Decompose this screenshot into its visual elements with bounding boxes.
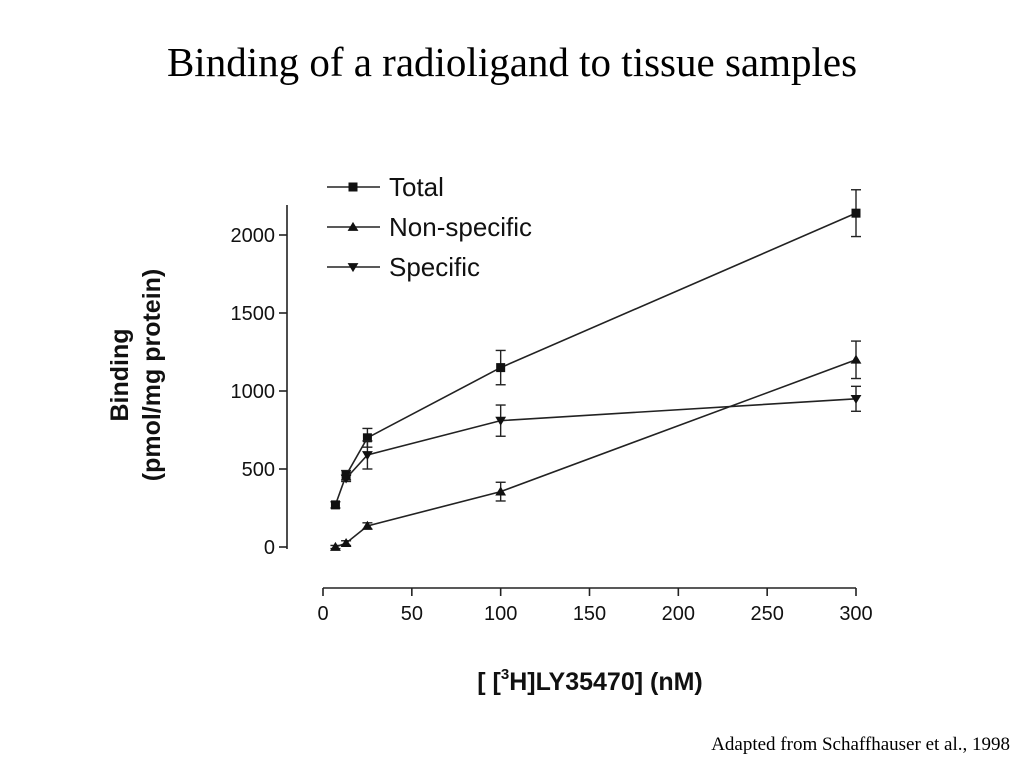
- y-axis-label-line-2: (pmol/mg protein): [138, 269, 166, 481]
- slide-title: Binding of a radioligand to tissue sampl…: [166, 39, 858, 85]
- legend: Total Non-specific Specific: [327, 172, 532, 282]
- data-point: [850, 354, 862, 364]
- legend-marker: [347, 221, 359, 231]
- series-line: [335, 359, 857, 548]
- data-point: [340, 537, 352, 547]
- data-point: [362, 520, 373, 530]
- x-tick-label: 0: [317, 603, 328, 625]
- x-axis-label-superscript: 3: [501, 666, 509, 683]
- x-tick-label: 150: [573, 603, 606, 625]
- x-axis: 0 50 100 150 200 250 300: [317, 587, 873, 625]
- y-tick-label: 2000: [231, 225, 276, 247]
- data-point: [362, 451, 373, 461]
- series-specific: [340, 385, 862, 484]
- x-tick-label: 100: [484, 603, 517, 625]
- y-tick-label: 1500: [231, 303, 276, 325]
- series-layer: [330, 189, 862, 551]
- data-point: [496, 363, 506, 373]
- data-point: [495, 486, 507, 496]
- data-point: [362, 433, 372, 443]
- source-credit: Adapted from Schaffhauser et al., 1998: [711, 734, 1010, 755]
- data-point: [330, 500, 340, 510]
- x-tick-label: 50: [401, 603, 423, 625]
- y-tick-label: 500: [242, 459, 275, 481]
- y-axis-label-line-1: Binding: [106, 328, 134, 421]
- x-axis-label-open: [ [: [477, 668, 501, 696]
- data-point: [851, 208, 861, 218]
- y-tick-label: 1000: [231, 381, 276, 403]
- legend-label: Total: [389, 172, 444, 202]
- series-line: [345, 398, 857, 479]
- data-point: [330, 541, 341, 551]
- legend-label: Non-specific: [389, 212, 532, 242]
- x-tick-label: 300: [839, 603, 872, 625]
- x-axis-label-close: H]LY35470] (nM): [509, 668, 703, 696]
- x-tick-label: 200: [662, 603, 695, 625]
- y-axis: 0 500 1000 1500 2000: [231, 205, 288, 559]
- x-axis-label: [ [3H]LY35470] (nM): [477, 666, 703, 696]
- data-point: [850, 394, 862, 404]
- legend-marker: [348, 182, 358, 192]
- y-tick-label: 0: [264, 537, 275, 559]
- legend-marker: [347, 263, 359, 273]
- x-tick-label: 250: [750, 603, 783, 625]
- series-non-specific: [330, 340, 862, 551]
- data-point: [340, 474, 352, 484]
- data-point: [495, 416, 507, 426]
- legend-label: Specific: [389, 252, 480, 282]
